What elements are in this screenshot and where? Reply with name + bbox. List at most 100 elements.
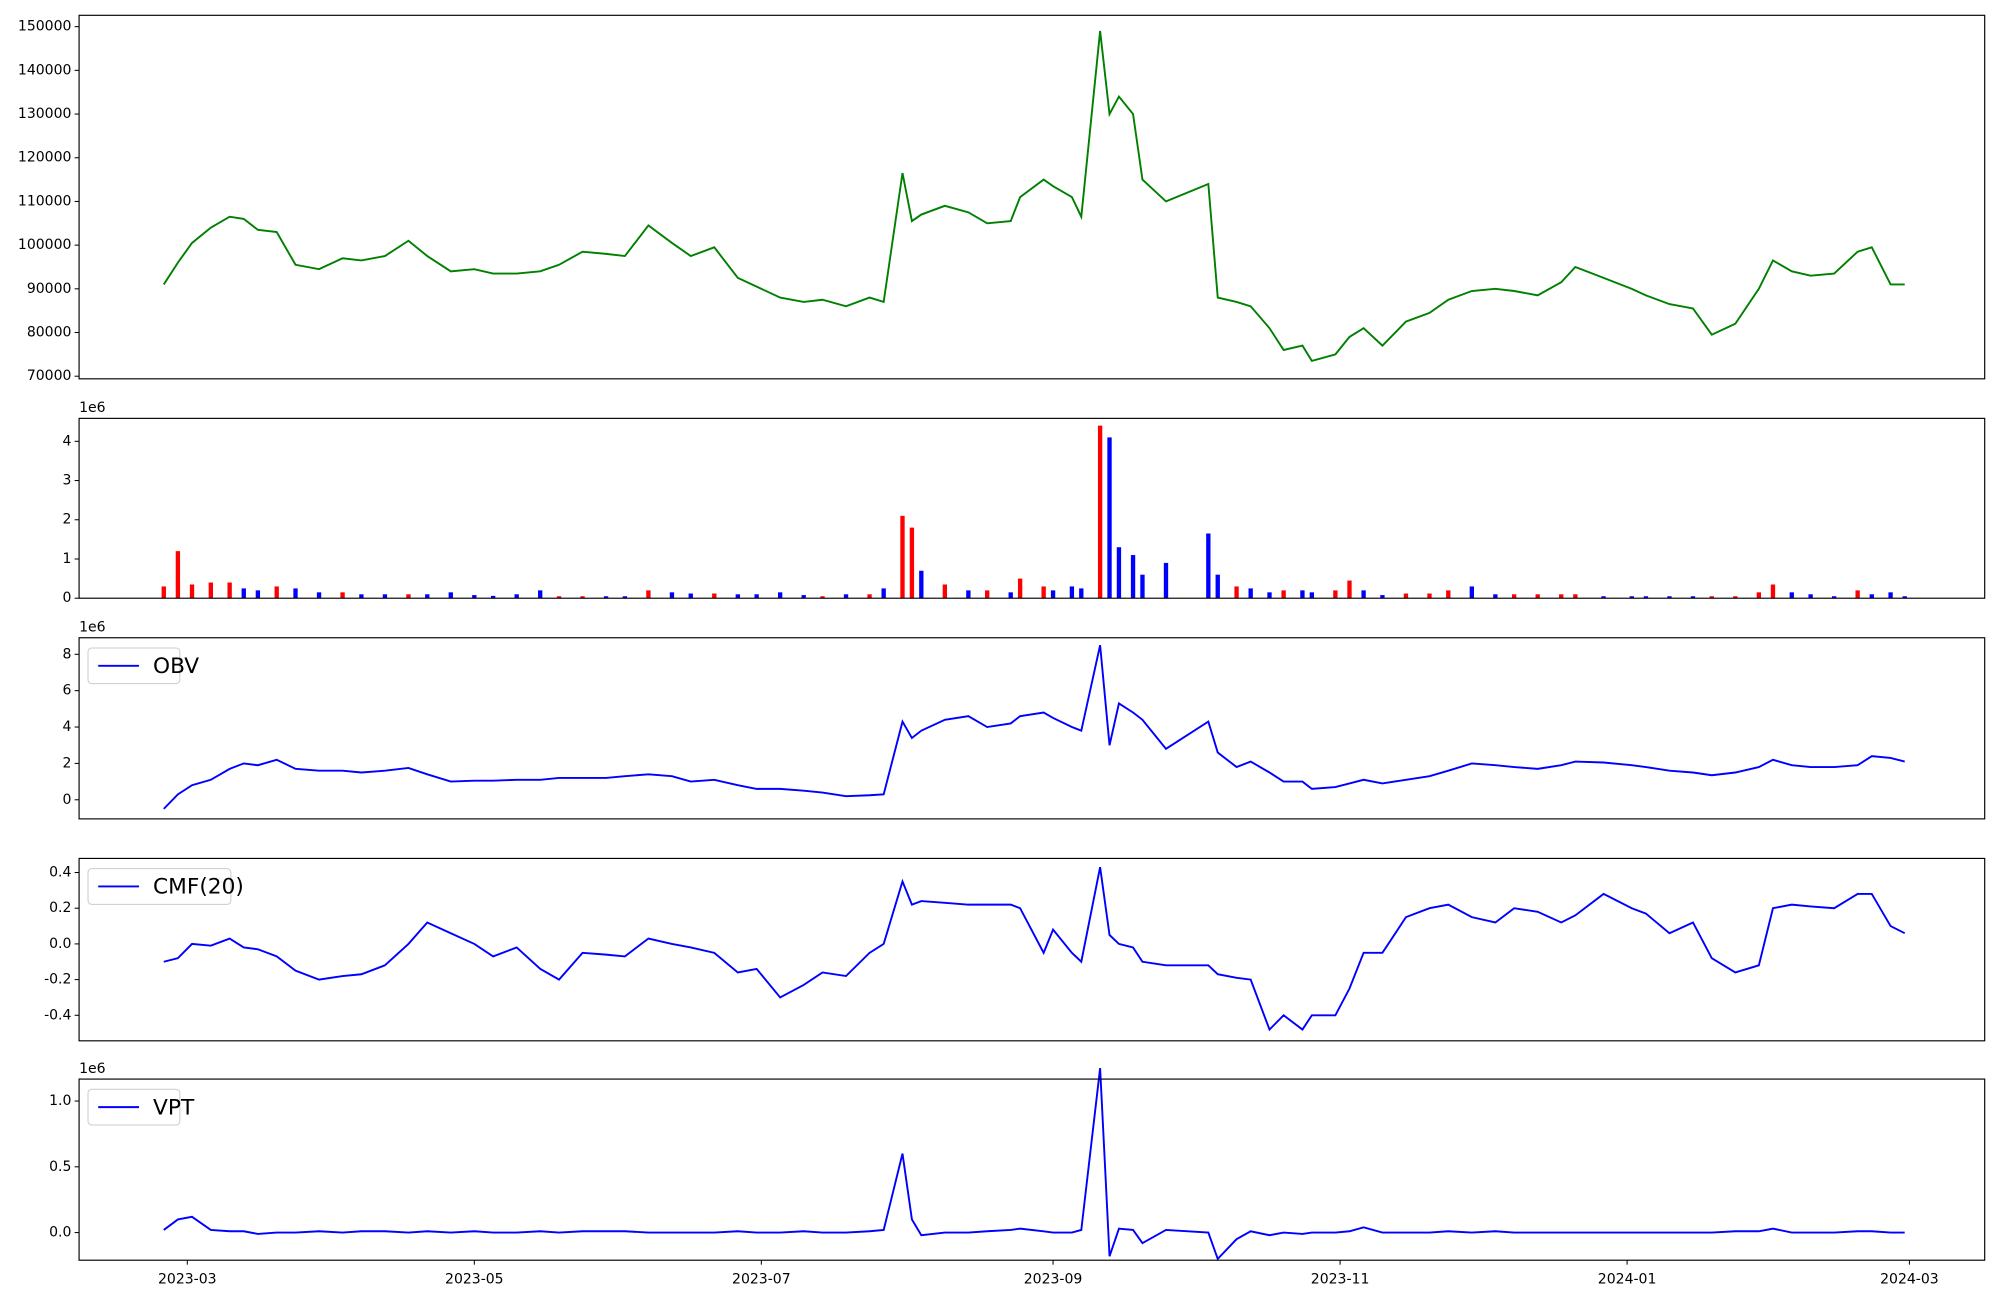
volume-bar: [1888, 592, 1893, 599]
volume-bar: [448, 592, 453, 599]
offset-label: 1e6: [79, 400, 106, 416]
volume-bar: [514, 594, 519, 599]
plot-frame: [78, 857, 1986, 1042]
volume-bar: [900, 515, 905, 599]
y-tick-label: 2: [63, 755, 72, 771]
volume-bar: [208, 582, 213, 599]
volume-bar: [241, 588, 246, 599]
x-tick-label: 2023-09: [1024, 1271, 1083, 1287]
plot-frame: [78, 1078, 1986, 1261]
volume-bar: [1347, 580, 1352, 599]
volume-bar: [1215, 574, 1220, 599]
y-tick-label: 8: [63, 646, 72, 662]
volume-bar: [1667, 596, 1672, 599]
y-tick-label: 80000: [27, 325, 72, 341]
volume-bar: [843, 594, 849, 599]
y-tick-label: 0.0: [49, 1225, 71, 1241]
volume-bar: [1427, 593, 1432, 599]
y-tick-label: 110000: [18, 193, 72, 209]
plot-frame: [78, 417, 1986, 599]
y-tick-label: 4: [63, 719, 72, 735]
volume-bar: [1300, 590, 1305, 599]
y-tick-label: 4: [63, 433, 72, 449]
volume-bar: [919, 570, 924, 599]
legend-label: OBV: [153, 654, 199, 679]
volume-bar: [1535, 594, 1540, 599]
y-tick-label: 0: [63, 792, 72, 808]
plot-frame: [78, 14, 1986, 380]
y-tick-label: 0.0: [49, 936, 71, 952]
volume-bar: [1770, 584, 1776, 599]
volume-bar: [966, 590, 971, 599]
volume-bar: [316, 592, 322, 599]
volume-bar: [1629, 596, 1634, 599]
legend-box: [87, 868, 232, 905]
volume-bar: [1008, 592, 1013, 599]
legend-label: CMF(20): [153, 875, 244, 900]
y-tick-label: 1.0: [49, 1093, 71, 1109]
volume-bar: [1380, 595, 1385, 599]
volume-bar: [603, 596, 609, 599]
y-tick-label: 1: [63, 551, 72, 567]
volume-bar: [1643, 596, 1649, 599]
volume-bar: [712, 593, 717, 599]
volume-bar: [227, 582, 232, 599]
volume-bar: [867, 594, 872, 599]
volume-bar: [1140, 574, 1145, 599]
volume-bar: [556, 596, 562, 599]
line-series: [163, 866, 1906, 1032]
volume-bar: [1234, 586, 1239, 599]
volume-bar: [1281, 590, 1286, 599]
y-tick-label: 0: [63, 590, 72, 606]
volume-bar: [820, 596, 825, 599]
volume-bar: [1756, 592, 1762, 599]
volume-bar: [1512, 594, 1517, 599]
volume-bar: [881, 588, 886, 599]
y-tick-label: 0.4: [49, 865, 71, 881]
volume-bar: [985, 590, 990, 599]
volume-bar: [735, 594, 740, 599]
volume-bar: [1116, 547, 1122, 599]
volume-bar: [801, 595, 806, 599]
y-tick-label: 6: [63, 683, 72, 699]
y-tick-label: -0.4: [44, 1007, 71, 1023]
volume-bar: [1267, 592, 1272, 599]
volume-bar: [274, 586, 279, 599]
volume-bar: [1902, 596, 1907, 599]
volume-bar: [382, 594, 388, 599]
volume-bar: [1733, 596, 1738, 599]
volume-bar: [490, 595, 496, 599]
volume-bar: [1789, 592, 1794, 599]
volume-bar: [1079, 588, 1084, 599]
volume-bar: [1601, 596, 1606, 599]
volume-bar: [754, 594, 759, 599]
y-tick-label: 90000: [27, 281, 72, 297]
volume-bar: [1403, 593, 1409, 599]
volume-bar: [1469, 586, 1474, 599]
volume-bar: [1163, 562, 1169, 599]
volume-bar: [909, 527, 915, 599]
legend-label: VPT: [153, 1095, 195, 1120]
volume-bar: [293, 588, 298, 599]
offset-label: 1e6: [79, 1061, 106, 1077]
line-series: [163, 1068, 1905, 1261]
volume-bar: [669, 592, 675, 599]
volume-bar: [1493, 594, 1498, 599]
y-tick-label: 140000: [18, 62, 72, 78]
line-series: [162, 30, 1905, 363]
volume-bar: [1206, 533, 1211, 599]
volume-bar: [1050, 590, 1056, 599]
plot-frame: [78, 637, 1986, 820]
volume-bar: [1107, 437, 1112, 599]
x-tick-label: 2023-07: [732, 1271, 791, 1287]
x-tick-label: 2023-11: [1311, 1271, 1370, 1287]
volume-bar: [255, 590, 261, 599]
volume-bar: [622, 596, 628, 599]
x-tick-label: 2023-05: [445, 1271, 504, 1287]
volume-bar: [189, 584, 195, 599]
y-tick-label: 120000: [18, 150, 72, 166]
volume-bar: [538, 590, 543, 599]
volume-bar: [1559, 594, 1564, 599]
volume-bar: [1709, 596, 1714, 599]
